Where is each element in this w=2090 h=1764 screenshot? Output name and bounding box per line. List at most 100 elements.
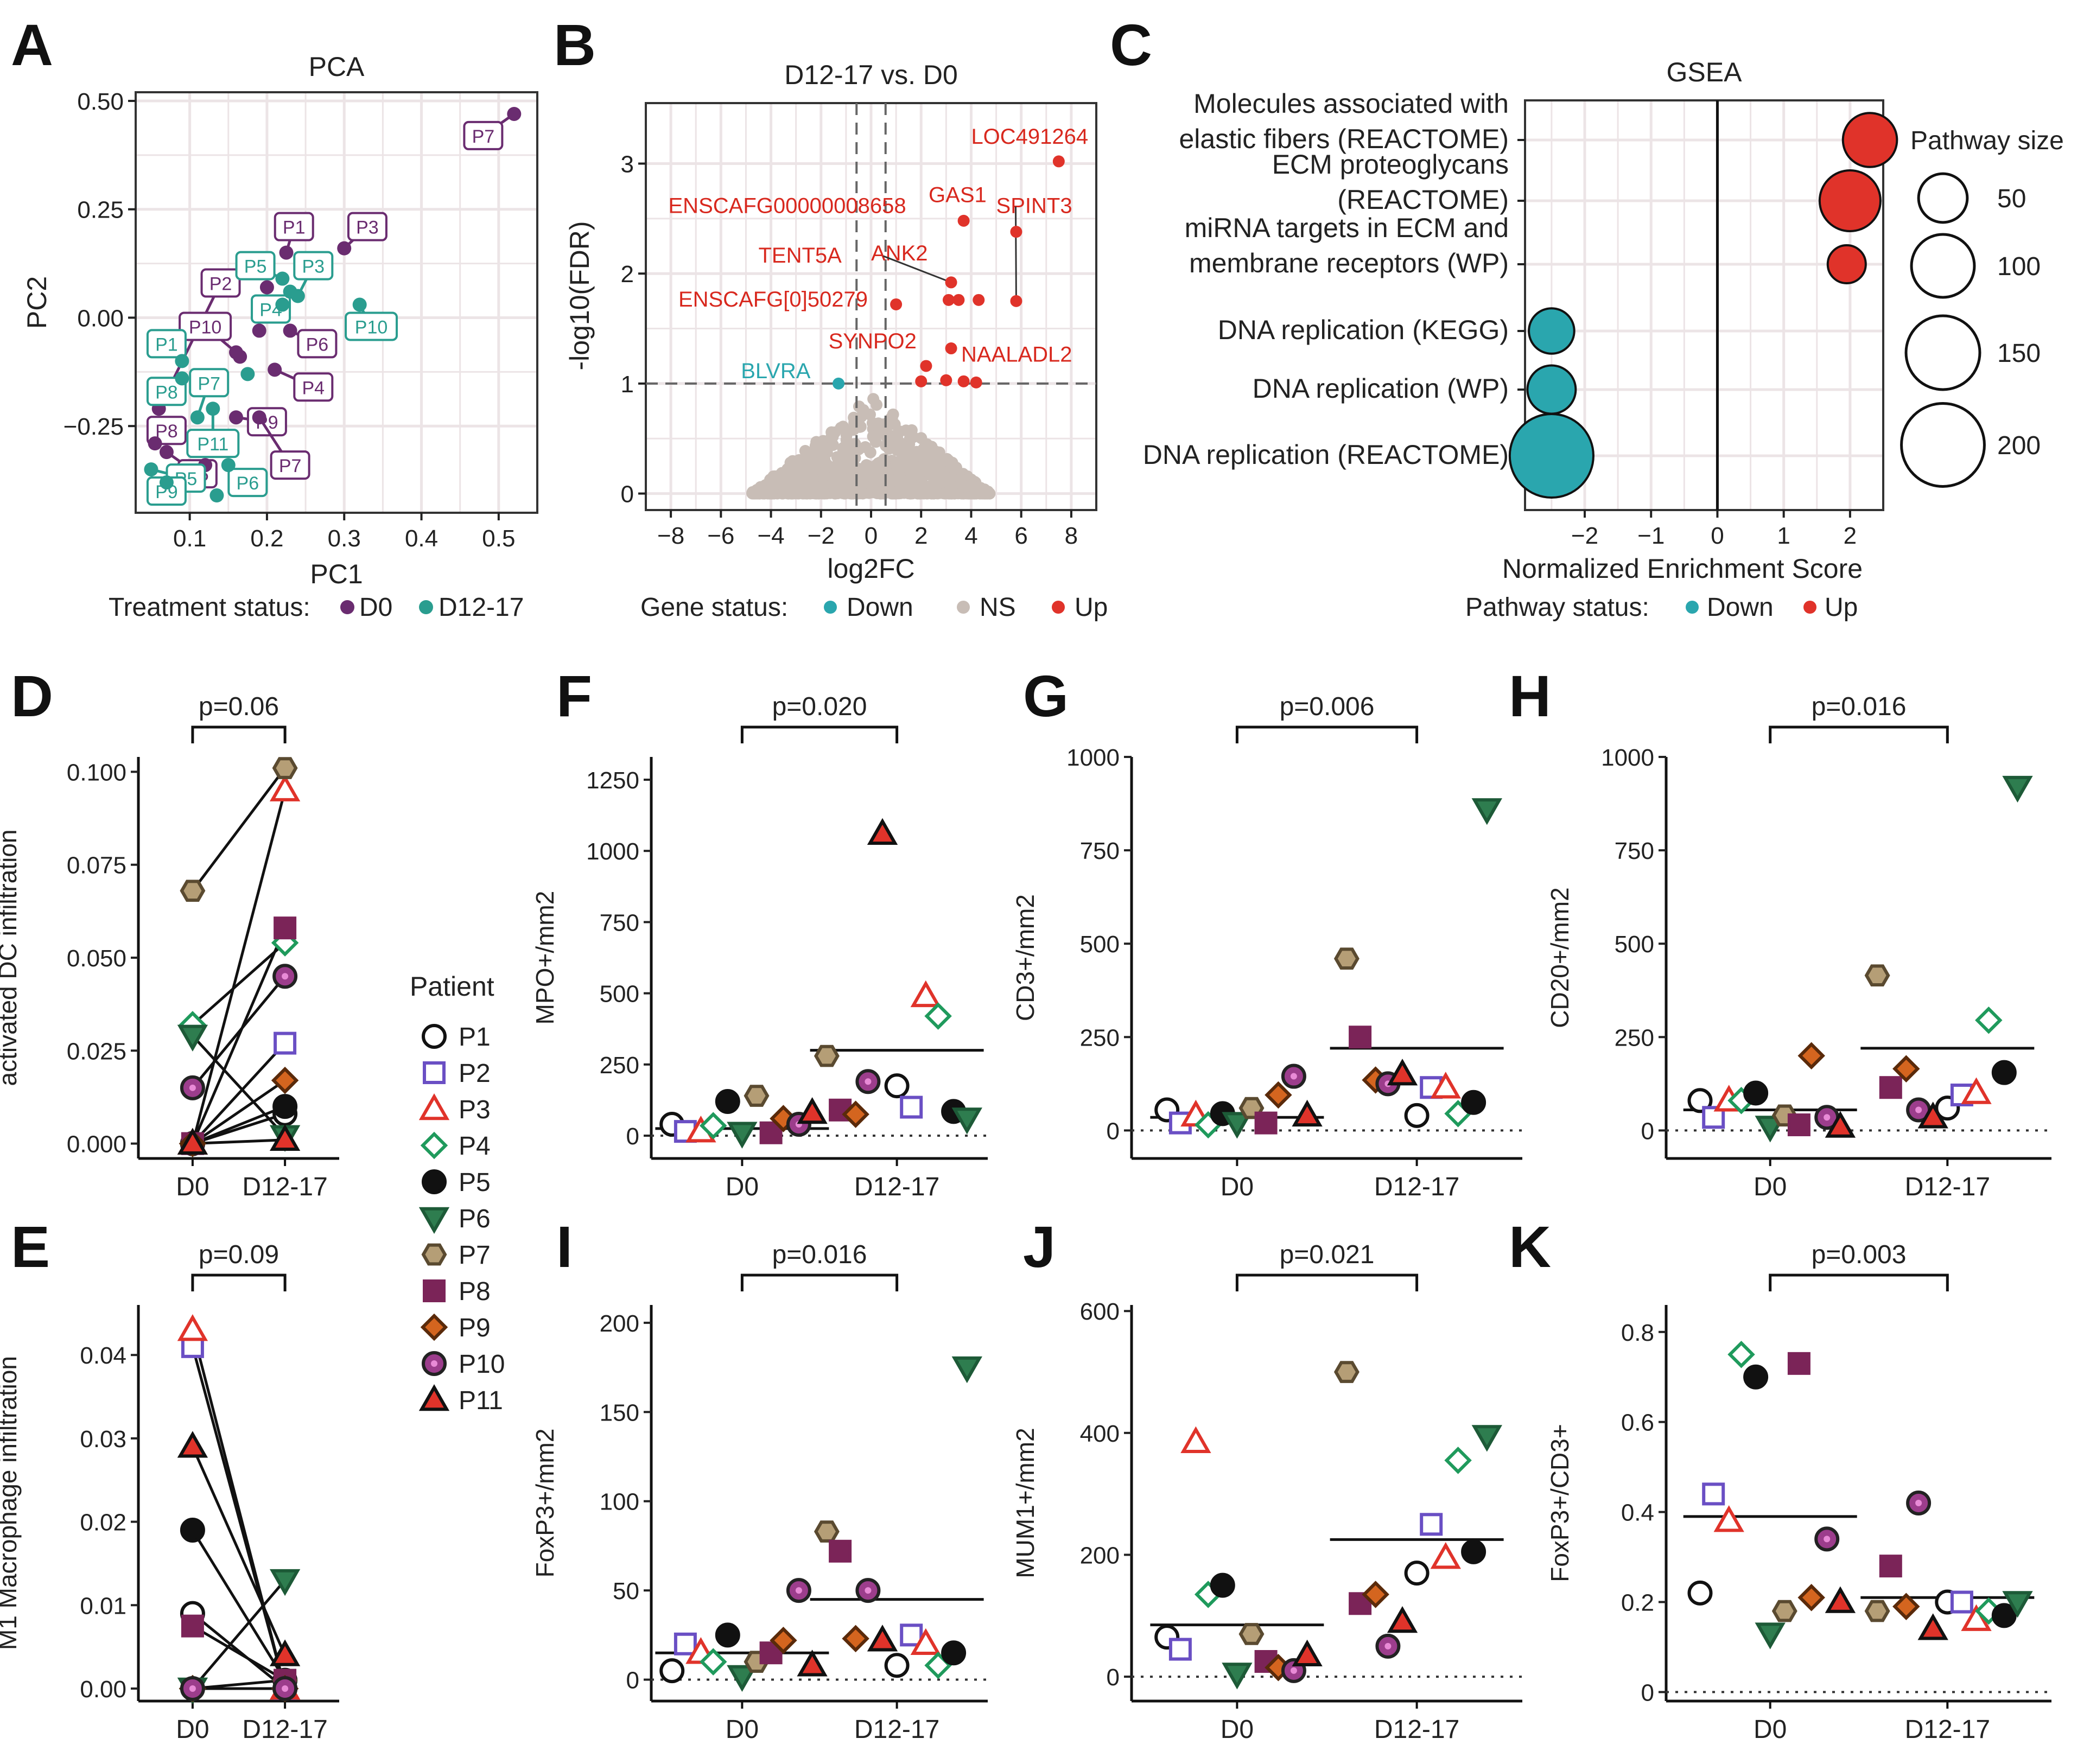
data-point-p2 xyxy=(1702,1482,1725,1506)
data-point-p11 xyxy=(1917,1101,1948,1129)
legend-swatch xyxy=(824,601,837,614)
up-gene-point xyxy=(890,298,903,310)
panel-letter: B xyxy=(554,12,596,78)
data-point-p7 xyxy=(744,1085,770,1107)
x-tick-label: 0.3 xyxy=(328,525,361,552)
data-point-p5 xyxy=(1991,1603,2017,1628)
point-label-box xyxy=(200,268,241,298)
panel-c-gsea: GSEA −2 −1 0 1 2 Normalized Enrichment Score Mo… xyxy=(1143,57,2064,622)
pca-point xyxy=(507,106,522,121)
data-point-p11 xyxy=(177,1128,208,1155)
data-point-p5 xyxy=(1743,1080,1769,1106)
point-label: P2 xyxy=(209,274,232,295)
pathway-bubble xyxy=(1841,112,1898,168)
panel-letter: F xyxy=(556,663,592,729)
paired-line xyxy=(192,1612,286,1690)
x-tick-label: D0 xyxy=(1754,1173,1787,1201)
ns-gene-point xyxy=(905,424,918,436)
data-point-p3 xyxy=(1961,1077,1992,1104)
data-point-p11 xyxy=(177,1431,208,1458)
data-point-p7 xyxy=(1864,964,1890,987)
data-point-p6 xyxy=(2002,1591,2033,1618)
data-point-p10-dot xyxy=(1824,1536,1831,1543)
up-gene-point xyxy=(945,276,957,289)
y-tick-label: 500 xyxy=(1080,931,1120,958)
ns-gene-point xyxy=(769,477,782,490)
y-tick-label: 150 xyxy=(600,1399,639,1426)
data-point-p9 xyxy=(1362,1581,1389,1608)
point-label-box xyxy=(293,372,334,402)
pca-point xyxy=(283,284,297,299)
y-axis-label: FoxP3+/mm2 xyxy=(531,1429,559,1578)
data-point-p3 xyxy=(1180,1426,1211,1453)
significance-bracket xyxy=(740,725,899,743)
pathway-name: DNA replication (KEGG) xyxy=(1218,315,1509,345)
paired-line xyxy=(191,1529,287,1681)
data-point-p2 xyxy=(1950,1590,1973,1614)
data-point-p1 xyxy=(1404,1103,1430,1128)
pathway-bubble xyxy=(1826,244,1867,285)
gene-label-line xyxy=(1015,206,1017,301)
ns-gene-point xyxy=(829,426,841,438)
data-point-p1 xyxy=(1687,1580,1713,1606)
legend-label: Up xyxy=(1075,593,1108,622)
patient-legend-label: P5 xyxy=(459,1168,491,1197)
paired-line xyxy=(191,790,287,1144)
ns-gene-point xyxy=(867,430,879,443)
data-point-p6 xyxy=(1222,1112,1253,1139)
y-tick-label: 1000 xyxy=(1066,744,1120,771)
up-gene-point xyxy=(1052,155,1065,168)
legend-swatch-down xyxy=(1686,601,1699,614)
x-tick-label: 6 xyxy=(1014,523,1027,549)
pathway-name: elastic fibers (REACTOME) xyxy=(1179,124,1509,154)
plot-border xyxy=(1524,99,1884,511)
pathway-name: ECM proteoglycans xyxy=(1272,149,1509,180)
y-tick-label: 0.2 xyxy=(1621,1590,1654,1616)
ns-gene-point xyxy=(873,486,885,499)
paired-line xyxy=(192,1679,285,1690)
ns-gene-point xyxy=(790,475,803,488)
x-tick-label: 0.4 xyxy=(405,525,438,552)
ns-gene-point xyxy=(806,464,819,476)
up-gene-point xyxy=(957,214,970,227)
legend-label: Up xyxy=(1825,593,1858,622)
data-point-p4 xyxy=(1727,1341,1755,1368)
gene-label: BLVRA xyxy=(741,359,811,383)
x-tick-label: −4 xyxy=(757,523,784,549)
ns-gene-point xyxy=(813,446,825,458)
y-tick-label: 0 xyxy=(1107,1118,1120,1144)
data-point-p7 xyxy=(180,880,206,902)
ns-gene-point xyxy=(914,449,926,462)
data-point-p7 xyxy=(1333,1361,1360,1383)
y-tick-label: 0.100 xyxy=(67,759,126,786)
data-point-p4 xyxy=(1444,1447,1472,1474)
p-value-label: p=0.020 xyxy=(772,692,867,721)
x-tick-label: 2 xyxy=(914,523,928,549)
point-label: P5 xyxy=(244,257,267,277)
legend-symbol-p7 xyxy=(421,1243,447,1266)
data-point-p10-dot xyxy=(1915,1106,1922,1113)
y-tick-label: 750 xyxy=(1615,838,1654,864)
point-label-box xyxy=(270,450,310,480)
paired-line xyxy=(192,1035,286,1137)
data-point-p10-dot xyxy=(1290,1667,1297,1674)
data-point-p10-dot xyxy=(865,1587,872,1594)
data-point-p8 xyxy=(1879,1555,1902,1578)
paired-line xyxy=(191,1579,287,1690)
gene-label: TENT5A xyxy=(759,244,842,268)
y-tick-label: 750 xyxy=(600,909,639,936)
x-tick-label: D0 xyxy=(176,1173,209,1201)
y-tick-label: 0.01 xyxy=(80,1593,126,1619)
panel-h-cd20: 0 250 500 750 1000 D0 D12-17 CD20+/mm2 p=0.016 xyxy=(1546,692,2051,1201)
y-tick-label: −0.25 xyxy=(63,413,124,440)
data-point-p11 xyxy=(797,1650,828,1677)
data-point-p9 xyxy=(842,1100,869,1128)
data-point-p11 xyxy=(867,1625,898,1652)
ns-gene-point xyxy=(840,479,852,492)
legend-symbol-p10-dot xyxy=(431,1360,437,1367)
data-point-p9 xyxy=(1265,1081,1292,1109)
data-point-p9 xyxy=(770,1626,797,1654)
point-label: P7 xyxy=(279,456,302,476)
panel-f-mpo: 0 250 500 750 1000 1250 D0 D12-17 MPO+/mm2 p=0.02… xyxy=(531,692,988,1201)
x-tick-label: D0 xyxy=(176,1715,209,1744)
